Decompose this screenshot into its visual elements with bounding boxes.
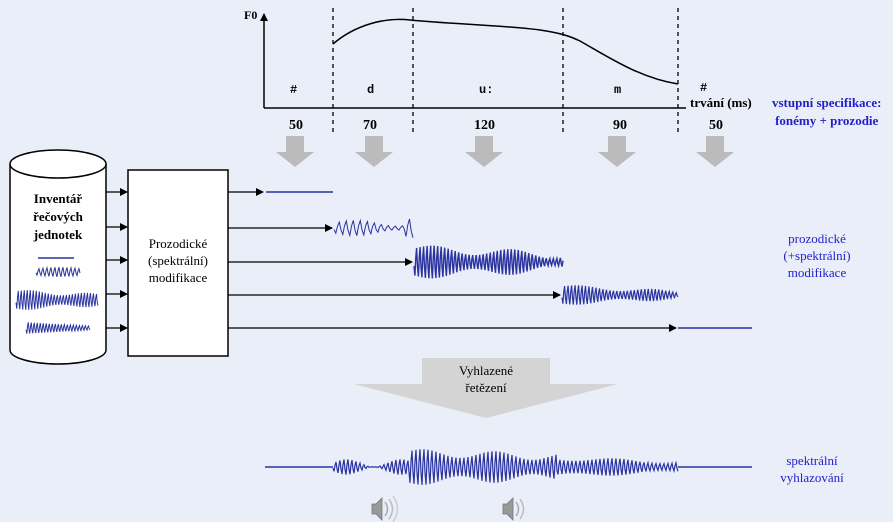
segment-wave-2 [333,218,414,238]
input-spec-line-2: fonémy + prozodie [775,113,879,128]
final-waveform [265,449,752,485]
inventory-line-1: Inventář [33,191,83,206]
input-arrows [106,188,128,332]
duration-3: 120 [474,118,495,133]
spectral-line-1: spektrální [786,453,838,468]
down-arrow-2 [355,136,393,167]
phoneme-4: m [614,83,622,97]
smoothing-line-1: Vyhlazené [458,363,514,378]
duration-5: 50 [709,118,723,133]
inventory-label: Inventář řečových jednotek [18,190,98,244]
duration-4: 90 [613,118,627,133]
input-spec-line-1: vstupní specifikace: [772,95,882,110]
segment-wave-3 [413,245,564,279]
speaker-icon [371,495,399,522]
modifier-box [127,169,229,357]
f0-axes [260,13,686,109]
down-arrow-4 [598,136,636,167]
speaker-icon [502,497,525,521]
final-wave [332,449,679,485]
modifier-line-1: Prozodické [148,236,208,251]
inventory-line-3: jednotek [33,227,83,242]
phoneme-2: d [367,83,375,97]
prosodic-mod-label: prozodické (+spektrální) modifikace [762,230,872,281]
spectral-line-2: vyhlazování [780,470,844,485]
smoothing-arrow [354,358,618,418]
smoothing-line-2: řetězení [465,380,507,395]
inventory-wave-3 [15,290,99,310]
down-arrow-3 [465,136,503,167]
duration-1: 50 [289,118,303,133]
smoothing-label: Vyhlazené řetězení [436,362,536,396]
inventory-wave-2 [35,265,81,278]
down-arrow-1 [276,136,314,167]
down-arrow-5 [696,136,734,167]
spectral-smoothing-label: spektrální vyhlazování [762,452,862,486]
f0-axis-label: F0 [244,8,258,22]
modifier-line-3: modifikace [148,270,208,285]
f0-contour [332,18,679,85]
modifier-label: Prozodické (spektrální) modifikace [128,235,228,286]
spec-arrows [276,136,734,167]
inventory-line-2: řečových [33,209,83,224]
phoneme-3: u: [479,83,494,97]
phoneme-5: # [700,81,708,95]
segment-wave-4 [561,285,679,305]
inventory-cylinder [9,149,107,365]
inventory-wave-4 [25,322,91,334]
duration-2: 70 [363,118,377,133]
input-spec-label: vstupní specifikace: fonémy + prozodie [772,94,881,130]
inventory-waves [15,257,99,334]
modifier-line-2: (spektrální) [148,253,208,268]
prosodic-line-1: prozodické [788,231,846,246]
prosodic-line-3: modifikace [787,265,847,280]
segment-waves [266,191,752,329]
phoneme-1: # [290,83,298,97]
duration-axis-label: trvání (ms) [690,95,752,110]
output-arrows [228,188,677,332]
prosodic-line-2: (+spektrální) [783,248,851,263]
